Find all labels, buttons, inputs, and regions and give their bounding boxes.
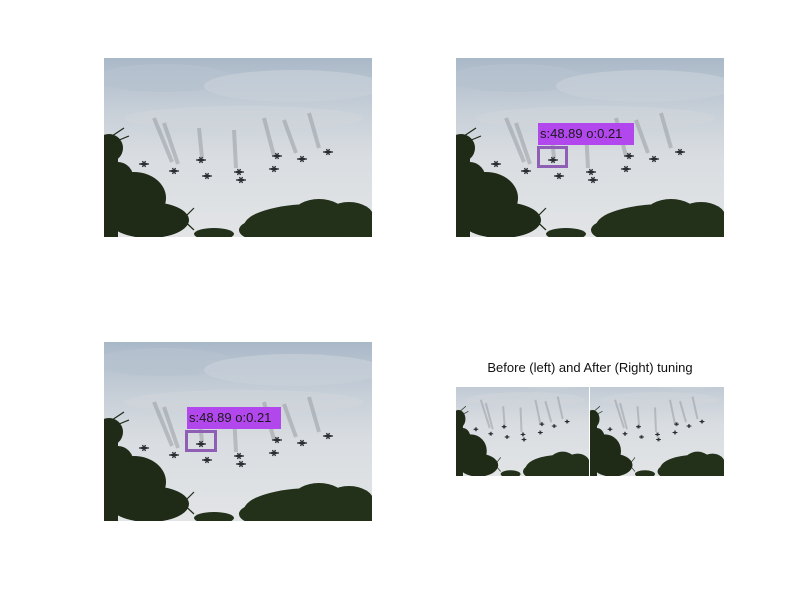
photo-panel-detection-bottom bbox=[104, 342, 372, 521]
detection-label: s:48.89 o:0.21 bbox=[187, 407, 281, 429]
aircraft-formation-photo bbox=[456, 387, 589, 476]
detection-box bbox=[537, 146, 568, 168]
photo-panel-detection-top bbox=[456, 58, 724, 237]
aircraft-formation-photo bbox=[104, 342, 372, 521]
photo-panel-original bbox=[104, 58, 372, 237]
comparison-after-photo bbox=[590, 387, 724, 476]
aircraft-formation-photo bbox=[590, 387, 724, 476]
aircraft-formation-photo bbox=[104, 58, 372, 237]
comparison-before-photo bbox=[456, 387, 589, 476]
detection-label: s:48.89 o:0.21 bbox=[538, 123, 634, 145]
detection-box bbox=[185, 430, 217, 452]
comparison-title: Before (left) and After (Right) tuning bbox=[456, 360, 724, 375]
aircraft-formation-photo bbox=[456, 58, 724, 237]
